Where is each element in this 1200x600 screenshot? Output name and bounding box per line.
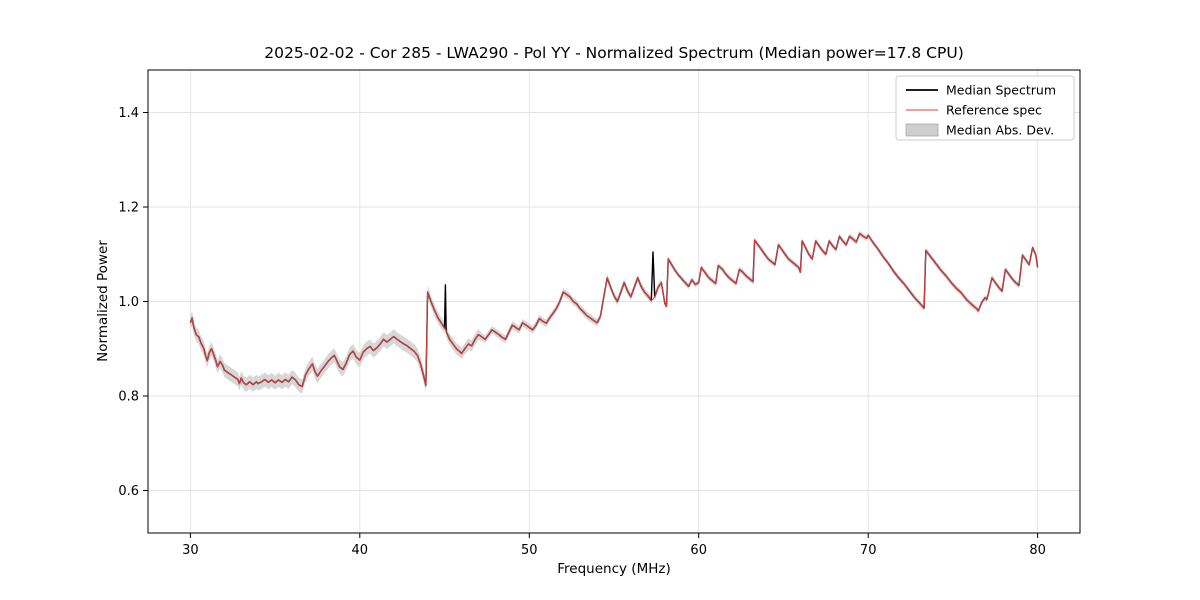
y-axis-label: Normalized Power xyxy=(95,240,111,362)
y-tick-label: 0.6 xyxy=(118,484,139,499)
x-tick-label: 40 xyxy=(352,543,369,558)
y-tick-label: 1.2 xyxy=(118,201,139,216)
data-layer xyxy=(189,230,1039,394)
legend: Median Spectrum Reference spec Median Abs.… xyxy=(895,75,1075,141)
legend-box xyxy=(895,75,1075,141)
y-tick-label: 1.0 xyxy=(118,295,139,310)
x-tick-label: 50 xyxy=(521,543,538,558)
legend-band-sample xyxy=(905,123,939,137)
x-tick-label: 80 xyxy=(1029,543,1046,558)
axes-layer: 30 40 50 60 70 80 0.6 0.8 1.0 1.2 1.4 xyxy=(118,69,1081,558)
y-tick-label: 0.8 xyxy=(118,390,139,405)
median-spectrum-line xyxy=(189,232,1039,388)
x-tick-label: 60 xyxy=(690,543,707,558)
x-tick-label: 70 xyxy=(860,543,877,558)
legend-label: Reference spec xyxy=(946,103,1042,118)
x-axis-label: Frequency (MHz) xyxy=(557,561,670,577)
legend-label: Median Spectrum xyxy=(946,83,1056,98)
chart-title: 2025-02-02 - Cor 285 - LWA290 - Pol YY -… xyxy=(264,44,964,62)
median-abs-dev-band xyxy=(190,230,1038,394)
reference-spec-line xyxy=(189,232,1039,388)
x-tick-label: 30 xyxy=(182,543,199,558)
y-tick-label: 1.4 xyxy=(118,106,139,121)
legend-label: Median Abs. Dev. xyxy=(946,123,1054,138)
